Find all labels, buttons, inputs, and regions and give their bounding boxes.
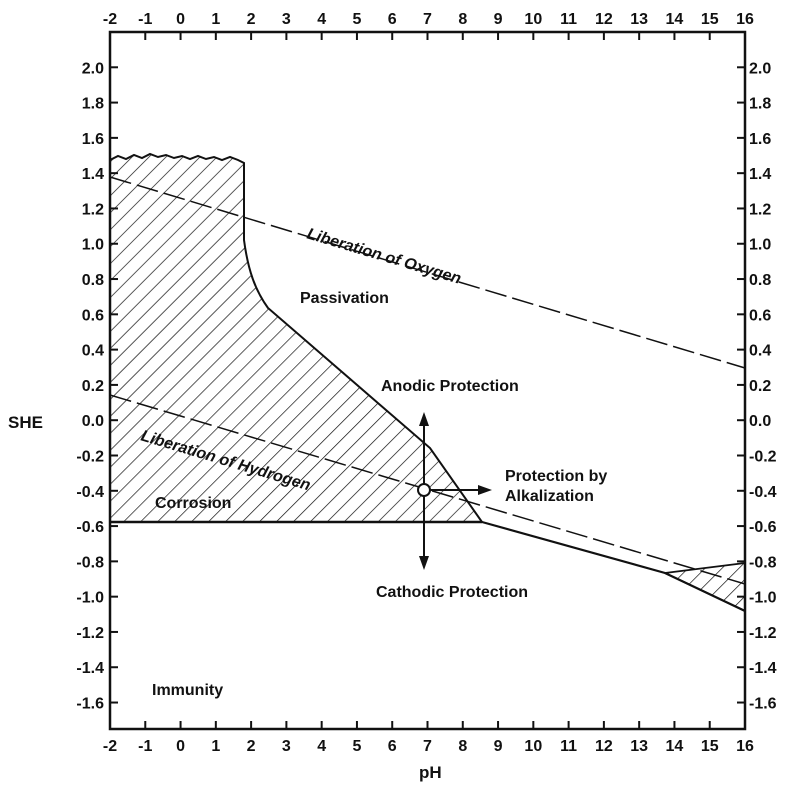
y-tick-label-right: 0.4 xyxy=(749,343,771,360)
x-tick-label-bottom: 10 xyxy=(524,738,542,755)
x-tick-label-bottom: 1 xyxy=(211,738,220,755)
y-tick-label-left: 1.8 xyxy=(82,96,104,113)
x-tick-label-top: 16 xyxy=(736,11,754,28)
x-tick-label-bottom: 11 xyxy=(560,738,577,755)
anodic-protection-label: Anodic Protection xyxy=(381,378,519,395)
x-tick-label-top: 14 xyxy=(666,11,684,28)
x-tick-label-bottom: 16 xyxy=(736,738,754,755)
x-tick-label-top: 12 xyxy=(595,11,613,28)
y-axis-title: SHE xyxy=(8,413,43,432)
x-tick-label-top: 1 xyxy=(211,11,220,28)
y-tick-label-left: -1.6 xyxy=(76,696,104,713)
corrosion-label: Corrosion xyxy=(155,495,231,512)
x-tick-label-top: 9 xyxy=(494,11,503,28)
x-tick-label-top: -2 xyxy=(103,11,117,28)
y-tick-label-left: -1.0 xyxy=(76,590,104,607)
y-tick-label-left: 2.0 xyxy=(82,60,104,77)
y-tick-label-left: 1.0 xyxy=(82,237,104,254)
y-tick-label-left: -0.4 xyxy=(76,484,104,501)
x-tick-label-bottom: 14 xyxy=(666,738,684,755)
y-axis-ticks: 2.0 2.0 1.8 1.8 1.6 1.6 1.4 1.4 1.2 1.2 1.0 1.0 0.8 0… xyxy=(76,60,776,712)
x-tick-label-bottom: 7 xyxy=(423,738,432,755)
y-tick-label-left: 1.6 xyxy=(82,131,104,148)
y-tick-label-left: -0.6 xyxy=(76,519,104,536)
y-tick-label-right: -1.6 xyxy=(749,696,777,713)
y-tick-label-left: -1.4 xyxy=(76,660,104,677)
y-tick-label-right: 2.0 xyxy=(749,60,771,77)
test-point xyxy=(417,483,431,497)
y-tick-label-left: -0.2 xyxy=(76,448,104,465)
y-tick-label-right: 1.0 xyxy=(749,237,771,254)
y-tick-label-left: 0.4 xyxy=(82,343,104,360)
anodic-arrowhead xyxy=(419,412,429,426)
y-tick-label-right: 1.6 xyxy=(749,131,771,148)
x-tick-label-bottom: 15 xyxy=(701,738,719,755)
y-tick-label-left: -0.8 xyxy=(76,554,104,571)
x-tick-label-bottom: 5 xyxy=(352,738,361,755)
oxygen-line-label: Liberation of Oxygen xyxy=(305,226,463,288)
x-tick-label-top: 3 xyxy=(282,11,291,28)
x-tick-label-top: 5 xyxy=(352,11,361,28)
y-tick-label-right: -1.2 xyxy=(749,625,777,642)
x-tick-label-bottom: 4 xyxy=(317,738,326,755)
cathodic-protection-label: Cathodic Protection xyxy=(376,584,528,601)
x-tick-label-top: 4 xyxy=(317,11,326,28)
hydrogen-line xyxy=(109,394,746,585)
y-tick-label-right: 0.2 xyxy=(749,378,771,395)
x-tick-label-top: 0 xyxy=(176,11,185,28)
x-tick-label-bottom: 0 xyxy=(176,738,185,755)
x-tick-label-bottom: -2 xyxy=(103,738,117,755)
y-tick-label-right: -0.6 xyxy=(749,519,777,536)
x-tick-label-bottom: 12 xyxy=(595,738,613,755)
y-tick-label-right: 1.4 xyxy=(749,166,771,183)
x-tick-label-bottom: -1 xyxy=(138,738,152,755)
y-tick-label-right: -0.2 xyxy=(749,448,777,465)
alkalization-arrowhead xyxy=(478,485,492,495)
y-tick-label-right: 1.8 xyxy=(749,96,771,113)
y-tick-label-right: 0.0 xyxy=(749,413,771,430)
y-tick-label-left: 0.6 xyxy=(82,307,104,324)
corrosion-region-alkaline xyxy=(661,561,746,613)
x-tick-label-top: 2 xyxy=(247,11,256,28)
x-tick-label-bottom: 9 xyxy=(494,738,503,755)
y-tick-label-left: 1.4 xyxy=(82,166,104,183)
immunity-label: Immunity xyxy=(152,682,223,699)
x-tick-label-top: 13 xyxy=(630,11,648,28)
y-tick-label-right: 1.2 xyxy=(749,201,771,218)
x-tick-label-bottom: 2 xyxy=(247,738,256,755)
x-axis-ticks: -2-2-1-100112233445566778899101011111212… xyxy=(103,11,754,755)
x-tick-label-bottom: 6 xyxy=(388,738,397,755)
x-tick-label-top: -1 xyxy=(138,11,152,28)
y-tick-label-right: 0.6 xyxy=(749,307,771,324)
y-tick-label-right: -1.4 xyxy=(749,660,777,677)
y-tick-label-right: -0.8 xyxy=(749,554,777,571)
y-tick-label-left: 1.2 xyxy=(82,201,104,218)
x-tick-label-bottom: 8 xyxy=(458,738,467,755)
boundary-line xyxy=(481,520,746,612)
y-tick-label-left: 0.8 xyxy=(82,272,104,289)
y-tick-label-left: 0.2 xyxy=(82,378,104,395)
y-tick-label-left: 0.0 xyxy=(82,413,104,430)
x-axis-title: pH xyxy=(419,763,442,782)
y-tick-label-right: 0.8 xyxy=(749,272,771,289)
x-tick-label-top: 8 xyxy=(458,11,467,28)
x-tick-label-top: 6 xyxy=(388,11,397,28)
alkalization-label-line2: Alkalization xyxy=(505,488,594,505)
alkalization-label-line1: Protection by xyxy=(505,468,607,485)
x-tick-label-top: 7 xyxy=(423,11,432,28)
x-tick-label-top: 11 xyxy=(560,11,577,28)
x-tick-label-bottom: 13 xyxy=(630,738,648,755)
cathodic-arrowhead xyxy=(419,556,429,570)
y-tick-label-right: -0.4 xyxy=(749,484,777,501)
x-tick-label-bottom: 3 xyxy=(282,738,291,755)
y-tick-label-right: -1.0 xyxy=(749,590,777,607)
x-tick-label-top: 10 xyxy=(524,11,542,28)
passivation-label: Passivation xyxy=(300,290,389,307)
corrosion-region xyxy=(109,152,484,523)
y-tick-label-left: -1.2 xyxy=(76,625,104,642)
oxygen-line xyxy=(109,176,746,369)
x-tick-label-top: 15 xyxy=(701,11,719,28)
